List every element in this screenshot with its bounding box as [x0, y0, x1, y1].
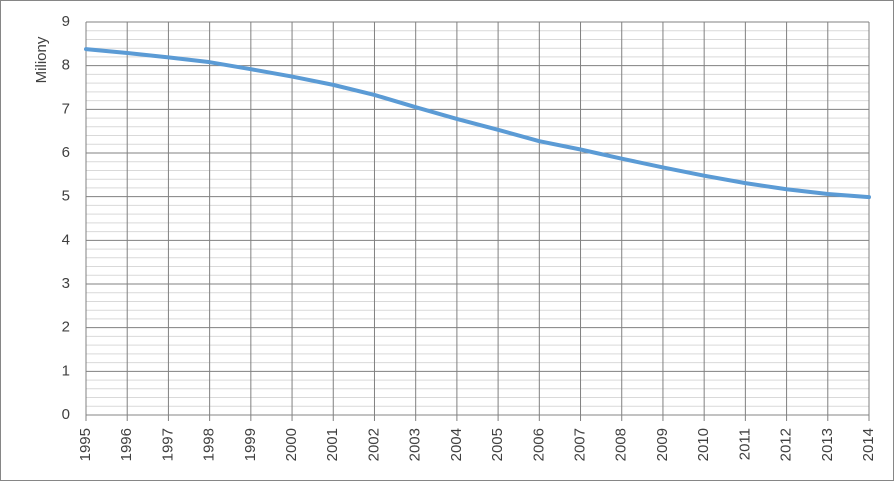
data-line	[84, 47, 871, 200]
x-tick-label: 2001	[324, 428, 341, 461]
x-tick-label: 1997	[159, 428, 176, 461]
y-tick-label: 5	[62, 188, 70, 205]
x-tick-label: 1995	[77, 428, 94, 461]
y-tick-label: 7	[62, 100, 70, 117]
y-axis-label: Miliony	[33, 36, 50, 83]
x-tick-label: 1999	[242, 428, 259, 461]
x-tick-label: 2009	[654, 428, 671, 461]
y-tick-label: 2	[62, 319, 70, 336]
x-tick-label: 1996	[118, 428, 135, 461]
x-tick-label: 2003	[407, 428, 424, 461]
y-tick-label: 1	[62, 362, 70, 379]
x-tick-label: 2002	[365, 428, 382, 461]
x-tick-label: 2000	[283, 428, 300, 461]
x-tick-label: 2004	[448, 428, 465, 461]
y-tick-label: 0	[62, 406, 70, 423]
x-tick-label: 2008	[613, 428, 630, 461]
x-tick-label: 2011	[736, 428, 753, 460]
x-tick-label: 2010	[695, 428, 712, 461]
x-tick-label: 2012	[778, 428, 795, 461]
y-tick-label: 6	[62, 144, 70, 161]
x-tick-label: 2006	[530, 428, 547, 461]
x-tick-label: 2013	[819, 428, 836, 461]
x-tick-label: 2005	[489, 428, 506, 461]
x-tick-label: 2007	[571, 428, 588, 461]
y-tick-label: 9	[62, 13, 70, 30]
x-tick-label: 2014	[860, 428, 877, 461]
y-tick-label: 8	[62, 57, 70, 74]
x-tick-label: 1998	[201, 428, 218, 461]
y-tick-label: 3	[62, 275, 70, 292]
y-tick-label: 4	[62, 231, 70, 248]
